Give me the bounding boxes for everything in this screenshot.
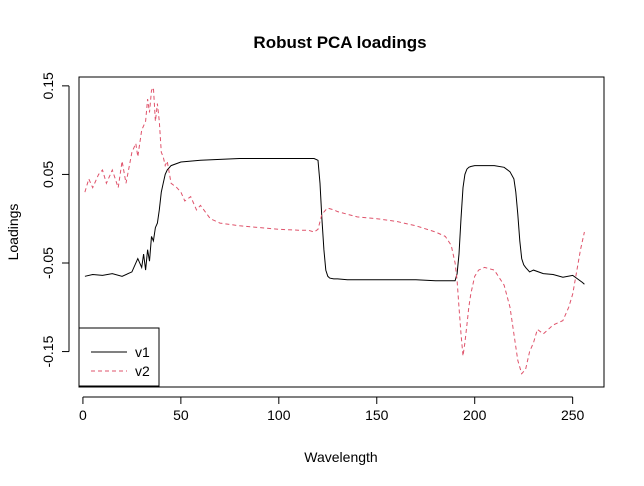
y-axis: -0.15 -0.05 0.05 0.15	[40, 72, 70, 368]
series-layer	[84, 86, 585, 375]
plot-frame	[78, 76, 605, 388]
y-axis-label: Loadings	[5, 204, 21, 261]
x-tick-label: 150	[365, 407, 389, 423]
y-tick-label: 0.15	[40, 72, 56, 99]
chart-title: Robust PCA loadings	[253, 33, 426, 52]
legend: v1 v2	[78, 327, 160, 387]
x-axis: 0 50 100 150 200 250	[79, 396, 585, 423]
series-line-v2	[84, 86, 585, 375]
y-tick-label: -0.15	[40, 335, 56, 367]
y-tick-label: 0.05	[40, 161, 56, 188]
x-axis-label: Wavelength	[304, 449, 377, 465]
y-tick-label: -0.05	[40, 247, 56, 279]
legend-label-v1: v1	[135, 344, 150, 360]
series-line-v1	[84, 158, 585, 285]
x-tick-label: 250	[561, 407, 585, 423]
x-tick-label: 200	[463, 407, 487, 423]
legend-label-v2: v2	[135, 363, 150, 379]
x-tick-label: 100	[267, 407, 291, 423]
legend-box	[78, 327, 160, 387]
x-tick-label: 50	[173, 407, 189, 423]
x-tick-label: 0	[79, 407, 87, 423]
